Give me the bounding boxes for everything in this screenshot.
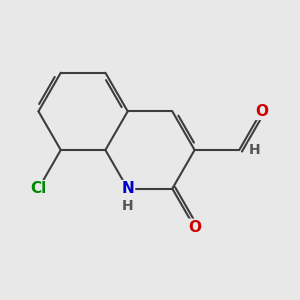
Text: N: N <box>121 181 134 196</box>
Text: O: O <box>255 104 268 119</box>
Text: Cl: Cl <box>30 181 46 196</box>
Text: O: O <box>188 220 201 235</box>
Text: H: H <box>249 143 261 157</box>
Text: H: H <box>122 199 134 213</box>
